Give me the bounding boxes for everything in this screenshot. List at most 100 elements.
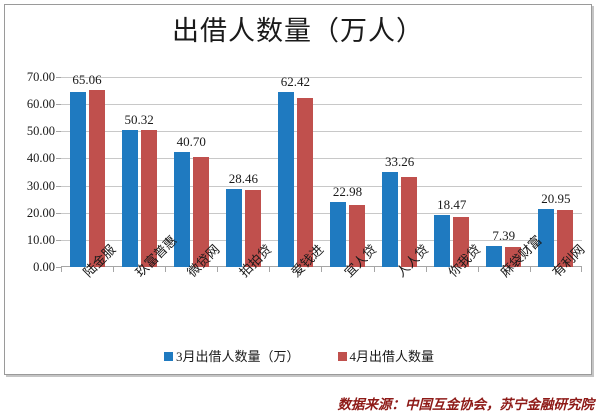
bar-march (225, 188, 242, 267)
x-axis-label-cell: 麻袋财富 (478, 233, 544, 329)
y-axis-tick (56, 158, 61, 160)
bar-march (538, 208, 555, 267)
y-axis-tick-label: 20.00 (26, 205, 55, 220)
x-axis-tick (165, 267, 167, 272)
bar-value-label: 40.70 (176, 134, 206, 150)
gridline (61, 131, 582, 133)
y-axis-tick (56, 131, 61, 133)
y-axis-tick-label: 60.00 (26, 97, 55, 112)
bar-value-label: 22.98 (332, 183, 363, 199)
gridline (61, 212, 582, 214)
x-axis-tick (113, 267, 115, 272)
bar-march (173, 152, 190, 267)
bar-group: 28.46 (217, 77, 269, 272)
bar-april (140, 130, 157, 267)
gridline (61, 104, 582, 106)
bar-value-label: 20.95 (541, 190, 571, 206)
y-axis-tick (56, 104, 61, 106)
y-axis-tick-label: 30.00 (26, 178, 55, 193)
x-axis-tick (321, 267, 323, 272)
y-axis-tick-label: 0.00 (33, 260, 55, 274)
bar-march (486, 245, 503, 267)
bar-april (244, 189, 261, 267)
bar-march (382, 172, 399, 267)
legend-label: 4月出借人数量 (349, 349, 435, 364)
plot-background (61, 77, 582, 267)
y-axis-tick-label: 70.00 (26, 70, 55, 84)
gridline (61, 158, 582, 160)
gridline (61, 77, 582, 78)
bar-value-label: 18.47 (437, 197, 467, 213)
bar-group: 40.70 (165, 77, 217, 272)
legend-label: 3月出借人数量（万） (175, 349, 300, 364)
bar-group: 18.47 (425, 77, 478, 272)
legend-item[interactable]: 3月出借人数量（万） (163, 349, 300, 364)
bar-group: 65.06 (61, 73, 113, 272)
x-axis-tick (425, 267, 427, 272)
x-axis-tick (217, 267, 219, 272)
y-axis-tick (56, 212, 61, 214)
bar-value-label: 7.39 (492, 227, 516, 243)
x-axis-label-cell: 陆金服 (61, 242, 118, 329)
bar-march (121, 130, 138, 267)
bar-march (69, 91, 86, 267)
y-axis-tick (56, 77, 61, 78)
bar-april (296, 97, 313, 267)
x-axis-tick (529, 267, 531, 272)
x-axis-label-cell: 你我贷 (426, 242, 483, 329)
x-axis-tick (373, 267, 375, 272)
y-axis-tick-label: 40.00 (26, 151, 55, 166)
bar-group: 22.98 (321, 77, 373, 272)
bar-april (453, 216, 470, 267)
y-axis-labels: 70.00 60.00 50.00 40.00 30.00 20.00 10.00 0.00 (3, 71, 55, 274)
bar-march (330, 201, 347, 267)
x-axis-tick (580, 267, 582, 272)
x-axis-label-cell: 人人贷 (374, 242, 431, 329)
bar-april (505, 246, 522, 267)
x-axis-tick (269, 267, 271, 272)
bar-value-label: 28.46 (228, 170, 258, 186)
y-axis-tick (56, 267, 61, 268)
x-axis-label-cell: 拍拍贷 (217, 242, 275, 329)
legend-item[interactable]: 4月出借人数量 (337, 349, 435, 364)
chart-frame: 出借人数量（万人） 70.00 60.00 50.00 40.00 30.00 20.00… (4, 4, 592, 375)
x-axis-label-cell: 玖富普惠 (113, 233, 179, 329)
x-axis-label-cell: 宜人贷 (321, 242, 379, 329)
bar-march (277, 92, 294, 267)
bar-group: 20.95 (529, 77, 582, 272)
x-axis-category-labels: 陆金服 玖富普惠 微贷网 拍拍贷 爱钱进 宜人贷 人人贷 你我贷 麻袋财富 有利网 (61, 233, 587, 329)
x-axis-tick (61, 267, 62, 272)
x-axis-label-cell: 爱钱进 (269, 242, 327, 329)
bar-value-label: 62.42 (280, 74, 311, 90)
plot-area: 65.06 50.32 40.70 28.46 62.42 22.98 33.26 18.47… (56, 73, 582, 272)
bar-group: 50.32 (113, 77, 165, 272)
bar-april (192, 156, 209, 267)
y-axis-tick-label: 10.00 (26, 232, 55, 247)
bar-april (349, 204, 366, 267)
bar-march (434, 215, 451, 267)
legend-swatch-icon (163, 352, 173, 361)
source-note: 数据来源：中国互金协会，苏宁金融研究院 (337, 397, 595, 412)
bar-group: 7.39 (477, 77, 530, 272)
bar-april (401, 176, 418, 267)
legend-swatch-icon (337, 352, 347, 361)
y-axis-tick (56, 239, 61, 241)
bar-april (557, 210, 574, 267)
x-axis-label-cell: 有利网 (530, 242, 587, 329)
x-axis-label-cell: 微贷网 (165, 242, 223, 329)
bar-value-label: 33.26 (384, 154, 415, 169)
y-axis-tick-label: 50.00 (26, 124, 55, 139)
chart-title: 出借人数量（万人） (172, 16, 424, 46)
gridline (61, 185, 582, 187)
x-axis-tick (477, 267, 479, 272)
bar-group: 33.26 (373, 77, 426, 272)
chart-legend: 3月出借人数量（万） 4月出借人数量 (5, 350, 593, 363)
bar-april (88, 90, 105, 267)
bar-group: 62.42 (269, 74, 321, 272)
bar-groups: 65.06 50.32 40.70 28.46 62.42 22.98 33.26 18.47… (61, 73, 582, 272)
y-axis-tick (56, 185, 61, 187)
bar-value-label: 50.32 (124, 112, 154, 128)
gridline (61, 239, 582, 241)
bar-value-label: 65.06 (72, 72, 102, 88)
